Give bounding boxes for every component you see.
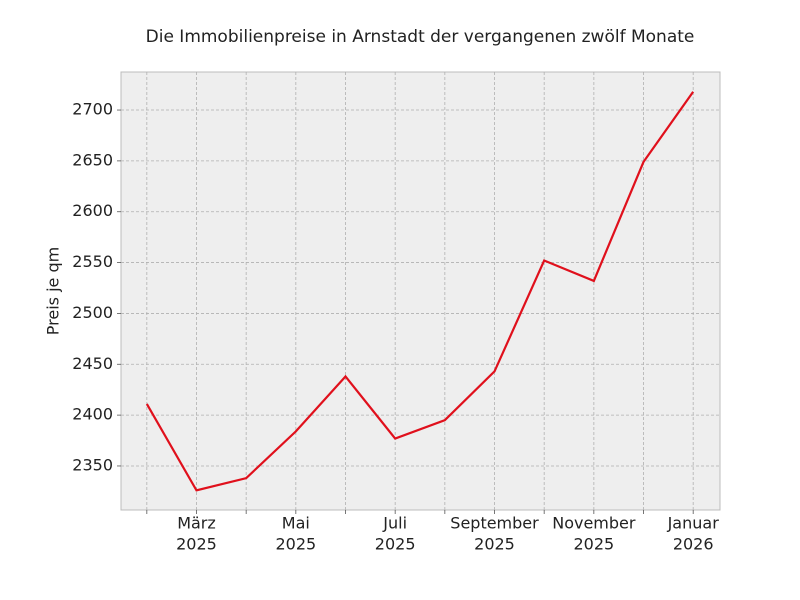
x-tick-label: Juli bbox=[382, 514, 407, 533]
line bbox=[145, 91, 695, 492]
y-tick-label: 2700 bbox=[72, 100, 113, 119]
x-tick-label: 2026 bbox=[673, 535, 714, 554]
x-tick-label: November bbox=[552, 514, 636, 533]
x-tick-label: 2025 bbox=[176, 535, 217, 554]
y-tick-label: 2450 bbox=[72, 354, 113, 373]
chart-title: Die Immobilienpreise in Arnstadt der ver… bbox=[146, 27, 695, 47]
y-tick-label: 2400 bbox=[72, 405, 113, 424]
y-tick-label: 2600 bbox=[72, 201, 113, 220]
x-tick-label: Mai bbox=[282, 514, 310, 533]
y-tick-label: 2350 bbox=[72, 455, 113, 474]
x-tick-label: September bbox=[450, 514, 539, 533]
y-axis-label: Preis je qm bbox=[44, 247, 63, 335]
x-tick-label: 2025 bbox=[375, 535, 416, 554]
x-tick-label: 2025 bbox=[474, 535, 515, 554]
x-tick-label: Januar bbox=[667, 514, 720, 533]
x-tick-label: März bbox=[177, 514, 216, 533]
y-tick-label: 2650 bbox=[72, 150, 113, 169]
x-tick-label: 2025 bbox=[275, 535, 316, 554]
y-tick-label: 2550 bbox=[72, 252, 113, 271]
x-tick-label: 2025 bbox=[573, 535, 614, 554]
plot-area bbox=[120, 71, 721, 511]
y-tick-label: 2500 bbox=[72, 303, 113, 322]
